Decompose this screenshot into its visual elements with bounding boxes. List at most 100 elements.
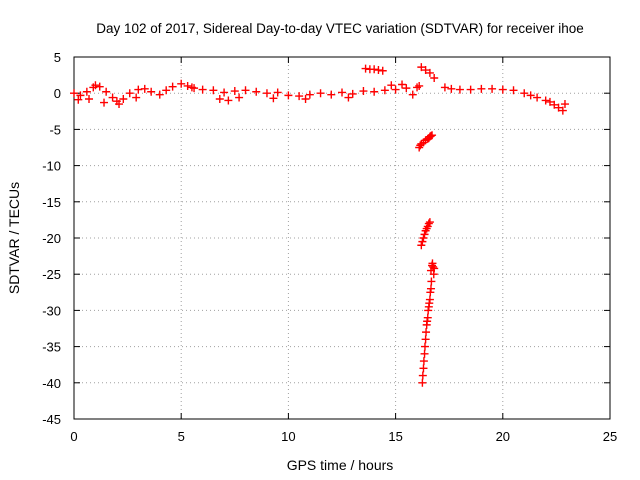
data-point <box>132 93 141 102</box>
data-point <box>361 64 370 73</box>
data-point <box>554 103 563 112</box>
data-point <box>418 237 427 246</box>
data-point <box>102 87 111 96</box>
data-point <box>147 87 156 96</box>
data-point <box>155 90 164 99</box>
data-point <box>215 94 224 103</box>
data-point <box>417 241 426 250</box>
y-tick-label: -40 <box>42 376 61 391</box>
data-point <box>420 342 429 351</box>
data-point <box>423 313 432 322</box>
x-tick-label: 20 <box>496 429 510 444</box>
data-point <box>82 87 91 96</box>
data-points <box>70 63 569 387</box>
data-point <box>380 86 389 95</box>
data-point <box>455 85 464 94</box>
data-point <box>430 264 439 273</box>
y-tick-label: -35 <box>42 340 61 355</box>
data-point <box>374 66 383 75</box>
data-point <box>533 93 542 102</box>
data-point <box>421 335 430 344</box>
data-point <box>327 90 336 99</box>
data-point <box>425 295 434 304</box>
data-point <box>100 98 109 107</box>
data-point <box>488 84 497 93</box>
y-tick-label: -45 <box>42 412 61 427</box>
data-point <box>74 95 83 104</box>
data-point <box>421 66 430 75</box>
y-tick-label: -25 <box>42 267 61 282</box>
data-point <box>426 131 435 140</box>
data-point <box>235 93 244 102</box>
data-point <box>387 81 396 90</box>
x-tick-label: 25 <box>603 429 617 444</box>
data-point <box>269 94 278 103</box>
data-point <box>162 86 171 95</box>
data-point <box>419 234 428 242</box>
x-tick-label: 15 <box>388 429 402 444</box>
data-point <box>370 65 379 74</box>
data-point <box>76 91 85 100</box>
data-point <box>370 87 379 96</box>
data-point <box>509 86 518 95</box>
data-point <box>425 68 434 77</box>
data-point <box>418 371 427 380</box>
y-tick-label: 5 <box>54 50 61 65</box>
data-point <box>115 100 124 109</box>
data-point <box>498 85 507 94</box>
data-point <box>424 219 433 228</box>
data-point <box>425 218 434 227</box>
data-point <box>418 378 427 387</box>
data-point <box>220 88 229 97</box>
x-tick-labels: 0 5 10 15 20 25 <box>70 429 617 444</box>
y-axis-label: SDTVAR / TECUs <box>6 182 22 294</box>
data-point <box>168 82 177 91</box>
data-point <box>426 284 435 293</box>
grid <box>74 57 610 419</box>
data-point <box>398 80 407 89</box>
x-tick-label: 10 <box>281 429 295 444</box>
y-tick-label: -5 <box>49 122 61 137</box>
data-point <box>420 349 429 358</box>
data-point <box>428 131 437 140</box>
data-point <box>526 91 535 100</box>
data-point <box>520 89 529 98</box>
data-point <box>119 94 128 103</box>
y-tick-label: -15 <box>42 195 61 210</box>
y-tick-label: -10 <box>42 159 61 174</box>
data-point <box>348 89 357 98</box>
data-point <box>415 81 424 90</box>
data-point <box>359 87 368 96</box>
data-point <box>316 89 325 98</box>
data-point <box>305 90 314 99</box>
data-point <box>558 106 567 115</box>
data-point <box>85 94 94 103</box>
data-point <box>183 81 192 90</box>
data-point <box>402 84 411 93</box>
data-point <box>252 87 261 96</box>
data-point <box>466 85 475 94</box>
y-tick-label: 0 <box>54 86 61 101</box>
data-point <box>125 89 134 98</box>
y-tick-labels: 5 0 -5 -10 -15 -20 -25 -30 -35 -40 -45 <box>42 50 61 427</box>
data-point <box>391 85 400 94</box>
data-point <box>550 100 559 109</box>
data-point <box>419 364 428 373</box>
data-point <box>198 85 207 94</box>
data-point <box>95 82 104 91</box>
data-point <box>541 96 550 105</box>
data-point <box>545 97 554 106</box>
data-point <box>417 63 426 72</box>
data-point <box>420 230 429 239</box>
data-point <box>284 91 293 100</box>
data-point <box>224 96 233 105</box>
y-tick-label: -30 <box>42 303 61 318</box>
data-point <box>262 89 271 98</box>
data-point <box>241 86 250 95</box>
data-point <box>230 87 239 96</box>
data-point <box>560 100 569 109</box>
data-point <box>378 66 387 75</box>
data-point <box>273 88 282 97</box>
data-point <box>344 93 353 102</box>
